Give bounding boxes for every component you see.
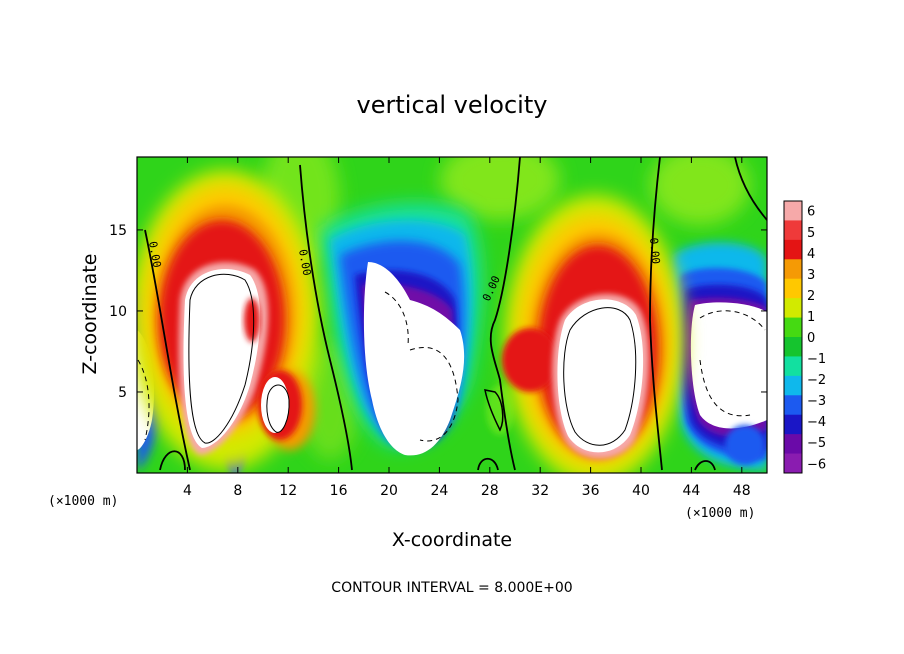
updraft-core-2 <box>557 299 644 453</box>
colorbar-tick-label: 3 <box>807 268 815 283</box>
chart-title: vertical velocity <box>357 91 548 119</box>
x-tick-label: 28 <box>481 483 499 499</box>
contour-label-4: 0.00 <box>647 237 662 265</box>
colorbar-tick-label: 6 <box>807 205 815 220</box>
colorbar-segment <box>784 375 802 396</box>
colorbar: 6 5 4 3 2 1 0 −1 −2 −3 −4 −5 −6 <box>783 200 826 474</box>
updraft-core-1 <box>183 268 261 448</box>
y-axis-ticks: 5 10 15 <box>109 223 767 401</box>
y-tick-label: 5 <box>118 385 127 401</box>
contour-label-2: 0.00 <box>296 248 313 276</box>
x-tick-label: 24 <box>430 483 448 499</box>
colorbar-segment <box>784 317 802 338</box>
x-tick-label: 48 <box>733 483 751 499</box>
x-tick-label: 36 <box>582 483 600 499</box>
colorbar-tick-label: −4 <box>807 415 826 430</box>
colorbar-segment <box>784 453 802 474</box>
contour-label-1: 0.00 <box>146 240 163 268</box>
colorbar-segment <box>784 239 802 260</box>
colorbar-segment <box>784 337 802 357</box>
updraft-1 <box>137 170 320 470</box>
colorbar-segment <box>784 356 802 377</box>
colorbar-tick-label: −3 <box>807 394 826 409</box>
downdraft-core-1 <box>363 262 465 456</box>
contour-interval-note: CONTOUR INTERVAL = 8.000E+00 <box>331 580 572 596</box>
colorbar-tick-label: −5 <box>807 436 826 451</box>
colorbar-tick-label: 2 <box>807 289 815 304</box>
downdraft-2 <box>668 242 767 470</box>
colorbar-tick-label: 5 <box>807 226 815 241</box>
plot-frame <box>136 156 768 474</box>
contour-lines <box>137 157 767 471</box>
colorbar-tick-label: −2 <box>807 373 826 388</box>
colorbar-tick-label: 1 <box>807 310 815 325</box>
x-tick-label: 44 <box>682 483 700 499</box>
x-tick-label: 8 <box>233 483 242 499</box>
colorbar-segment <box>784 298 802 319</box>
colorbar-tick-label: 4 <box>807 247 815 262</box>
downdraft-core-2 <box>690 302 767 429</box>
x-tick-label: 32 <box>531 483 549 499</box>
colorbar-segment <box>784 201 802 221</box>
x-tick-label: 4 <box>183 483 192 499</box>
colorbar-segment <box>784 259 802 280</box>
y-axis-label: Z-coordinate <box>79 254 101 375</box>
x-axis-ticks: 4 8 12 16 20 24 28 32 36 40 44 48 <box>183 157 751 499</box>
x-tick-label: 20 <box>380 483 398 499</box>
x-axis-label: X-coordinate <box>392 529 512 551</box>
x-unit-right: (×1000 m) <box>685 506 755 521</box>
updraft-2 <box>502 195 685 473</box>
x-tick-label: 40 <box>632 483 650 499</box>
velocity-field <box>137 157 767 473</box>
colorbar-segment <box>784 414 802 435</box>
x-tick-label: 16 <box>330 483 348 499</box>
colorbar-tick-label: −6 <box>807 457 826 472</box>
x-unit-left: (×1000 m) <box>48 494 118 509</box>
colorbar-segment <box>784 220 802 241</box>
colorbar-frame <box>783 200 803 474</box>
y-tick-label: 10 <box>109 304 127 320</box>
x-tick-label: 12 <box>279 483 297 499</box>
colorbar-segment <box>784 278 802 299</box>
colorbar-tick-label: 0 <box>807 331 815 346</box>
y-tick-label: 15 <box>109 223 127 239</box>
colorbar-segment <box>784 395 802 416</box>
downdraft-1 <box>320 203 482 456</box>
colorbar-segment <box>784 434 802 455</box>
colorbar-tick-label: −1 <box>807 352 826 367</box>
